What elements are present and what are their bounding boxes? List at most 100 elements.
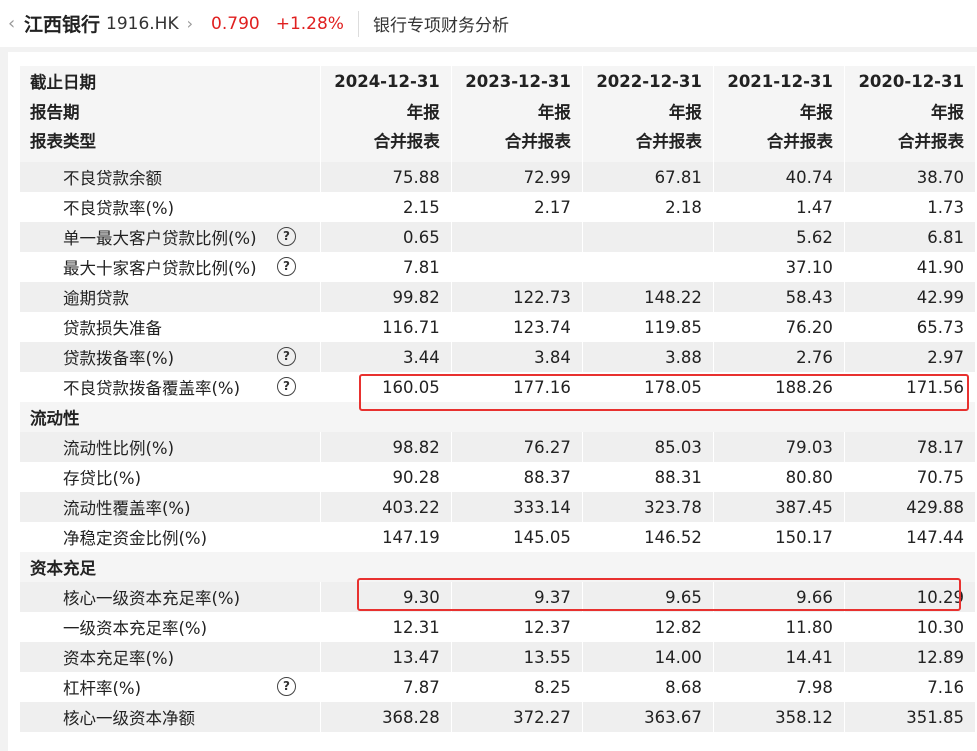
value-cell: 14.41 bbox=[713, 642, 845, 672]
value-cell: 37.10 bbox=[713, 252, 845, 282]
edge-cell bbox=[582, 154, 714, 162]
value-cell: 3.84 bbox=[451, 342, 583, 372]
row-label-cell: 净稳定资金比例(%) bbox=[20, 522, 321, 552]
edge-cell bbox=[844, 154, 977, 162]
row-label-cell: 流动性比例(%) bbox=[20, 432, 321, 462]
value-cell: 2.18 bbox=[582, 192, 714, 222]
value-cell: 76.27 bbox=[451, 432, 583, 462]
value-cell: 70.75 bbox=[844, 462, 977, 492]
value-cell: 372.27 bbox=[451, 702, 583, 732]
value-cell: 11.80 bbox=[713, 612, 845, 642]
row-label-cell: 最大十家客户贷款比例(%)? bbox=[20, 252, 321, 282]
help-icon[interactable]: ? bbox=[277, 257, 296, 276]
stock-code: 1916.HK bbox=[106, 13, 179, 34]
value-cell: 88.37 bbox=[451, 462, 583, 492]
table-row: 存贷比(%) 90.28 88.37 88.31 80.80 70.75 bbox=[20, 462, 977, 492]
value-cell: 323.78 bbox=[582, 492, 714, 522]
header-cell: 合并报表 bbox=[320, 126, 452, 154]
value-cell: 78.17 bbox=[844, 432, 977, 462]
value-cell: 387.45 bbox=[713, 492, 845, 522]
value-cell: 2.17 bbox=[451, 192, 583, 222]
value-cell: 146.52 bbox=[582, 522, 714, 552]
value-cell: 148.22 bbox=[582, 282, 714, 312]
row-label-cell: 流动性覆盖率(%) bbox=[20, 492, 321, 522]
value-cell: 12.82 bbox=[582, 612, 714, 642]
row-label-cell: 核心一级资本充足率(%) bbox=[20, 582, 321, 612]
value-cell: 160.05 bbox=[320, 372, 452, 402]
help-icon[interactable]: ? bbox=[277, 227, 296, 246]
value-cell bbox=[451, 252, 583, 282]
header-cell: 2023-12-31 bbox=[451, 66, 583, 96]
help-icon[interactable]: ? bbox=[277, 347, 296, 366]
value-cell: 150.17 bbox=[713, 522, 845, 552]
value-cell: 13.47 bbox=[320, 642, 452, 672]
value-cell: 6.81 bbox=[844, 222, 977, 252]
value-cell: 67.81 bbox=[582, 162, 714, 192]
table-row: 杠杆率(%)? 7.87 8.25 8.68 7.98 7.16 bbox=[20, 672, 977, 702]
page-title: 银行专项财务分析 bbox=[372, 16, 509, 36]
value-cell: 368.28 bbox=[320, 702, 452, 732]
value-cell: 1.47 bbox=[713, 192, 845, 222]
header-label: 报表类型 bbox=[20, 126, 321, 154]
row-label: 流动性比例(%) bbox=[63, 439, 175, 458]
value-cell: 9.66 bbox=[713, 582, 845, 612]
value-cell: 147.44 bbox=[844, 522, 977, 552]
table-row: 单一最大客户贷款比例(%)? 0.65 5.62 6.81 bbox=[20, 222, 977, 252]
header-cell: 合并报表 bbox=[451, 126, 583, 154]
row-label-cell: 贷款损失准备 bbox=[20, 312, 321, 342]
content-panel: 截止日期 2024-12-31 2023-12-31 2022-12-31 2021-1… bbox=[8, 52, 977, 751]
row-label: 贷款损失准备 bbox=[63, 319, 162, 338]
back-chevron-icon[interactable]: ‹ bbox=[8, 13, 16, 34]
price-change: +1.28% bbox=[275, 13, 344, 34]
header-cell: 合并报表 bbox=[844, 126, 977, 154]
header-label: 报告期 bbox=[20, 96, 321, 126]
header-label: 截止日期 bbox=[20, 66, 321, 96]
value-cell: 42.99 bbox=[844, 282, 977, 312]
row-label: 存贷比(%) bbox=[63, 469, 142, 488]
row-label: 不良贷款余额 bbox=[63, 169, 162, 188]
header-cell: 年报 bbox=[713, 96, 845, 126]
value-cell: 7.16 bbox=[844, 672, 977, 702]
section-title: 流动性 bbox=[20, 402, 976, 432]
header-cell: 年报 bbox=[582, 96, 714, 126]
value-cell: 5.62 bbox=[713, 222, 845, 252]
value-cell: 0.65 bbox=[320, 222, 452, 252]
header-cell: 年报 bbox=[451, 96, 583, 126]
value-cell: 10.29 bbox=[844, 582, 977, 612]
forward-chevron-icon[interactable]: › bbox=[186, 14, 194, 33]
value-cell: 99.82 bbox=[320, 282, 452, 312]
section-header-row: 资本充足 bbox=[20, 552, 976, 582]
stock-price: 0.790 bbox=[211, 13, 260, 34]
table-row: 一级资本充足率(%) 12.31 12.37 12.82 11.80 10.30 bbox=[20, 612, 977, 642]
table-row: 流动性比例(%) 98.82 76.27 85.03 79.03 78.17 bbox=[20, 432, 977, 462]
value-cell: 8.68 bbox=[582, 672, 714, 702]
value-cell: 145.05 bbox=[451, 522, 583, 552]
table-row: 不良贷款余额 75.88 72.99 67.81 40.74 38.70 bbox=[20, 162, 977, 192]
help-icon[interactable]: ? bbox=[277, 677, 296, 696]
table-row: 不良贷款拨备覆盖率(%)? 160.05 177.16 178.05 188.26 171… bbox=[20, 372, 977, 402]
value-cell: 429.88 bbox=[844, 492, 977, 522]
value-cell: 403.22 bbox=[320, 492, 452, 522]
row-label-cell: 资本充足率(%) bbox=[20, 642, 321, 672]
value-cell: 3.44 bbox=[320, 342, 452, 372]
value-cell: 14.00 bbox=[582, 642, 714, 672]
header-cell: 合并报表 bbox=[582, 126, 714, 154]
value-cell: 7.87 bbox=[320, 672, 452, 702]
value-cell: 122.73 bbox=[451, 282, 583, 312]
header-cell: 2020-12-31 bbox=[844, 66, 977, 96]
value-cell: 80.80 bbox=[713, 462, 845, 492]
value-cell: 76.20 bbox=[713, 312, 845, 342]
header-row: 截止日期 2024-12-31 2023-12-31 2022-12-31 2021-1… bbox=[20, 66, 977, 96]
value-cell: 41.90 bbox=[844, 252, 977, 282]
header-cell: 2021-12-31 bbox=[713, 66, 845, 96]
help-icon[interactable]: ? bbox=[277, 377, 296, 396]
row-label-cell: 一级资本充足率(%) bbox=[20, 612, 321, 642]
value-cell: 12.89 bbox=[844, 642, 977, 672]
row-label: 资本充足率(%) bbox=[63, 649, 175, 668]
value-cell: 7.81 bbox=[320, 252, 452, 282]
row-label-cell: 不良贷款率(%) bbox=[20, 192, 321, 222]
section-title: 资本充足 bbox=[20, 552, 976, 582]
row-label: 净稳定资金比例(%) bbox=[63, 529, 208, 548]
value-cell: 123.74 bbox=[451, 312, 583, 342]
value-cell: 98.82 bbox=[320, 432, 452, 462]
